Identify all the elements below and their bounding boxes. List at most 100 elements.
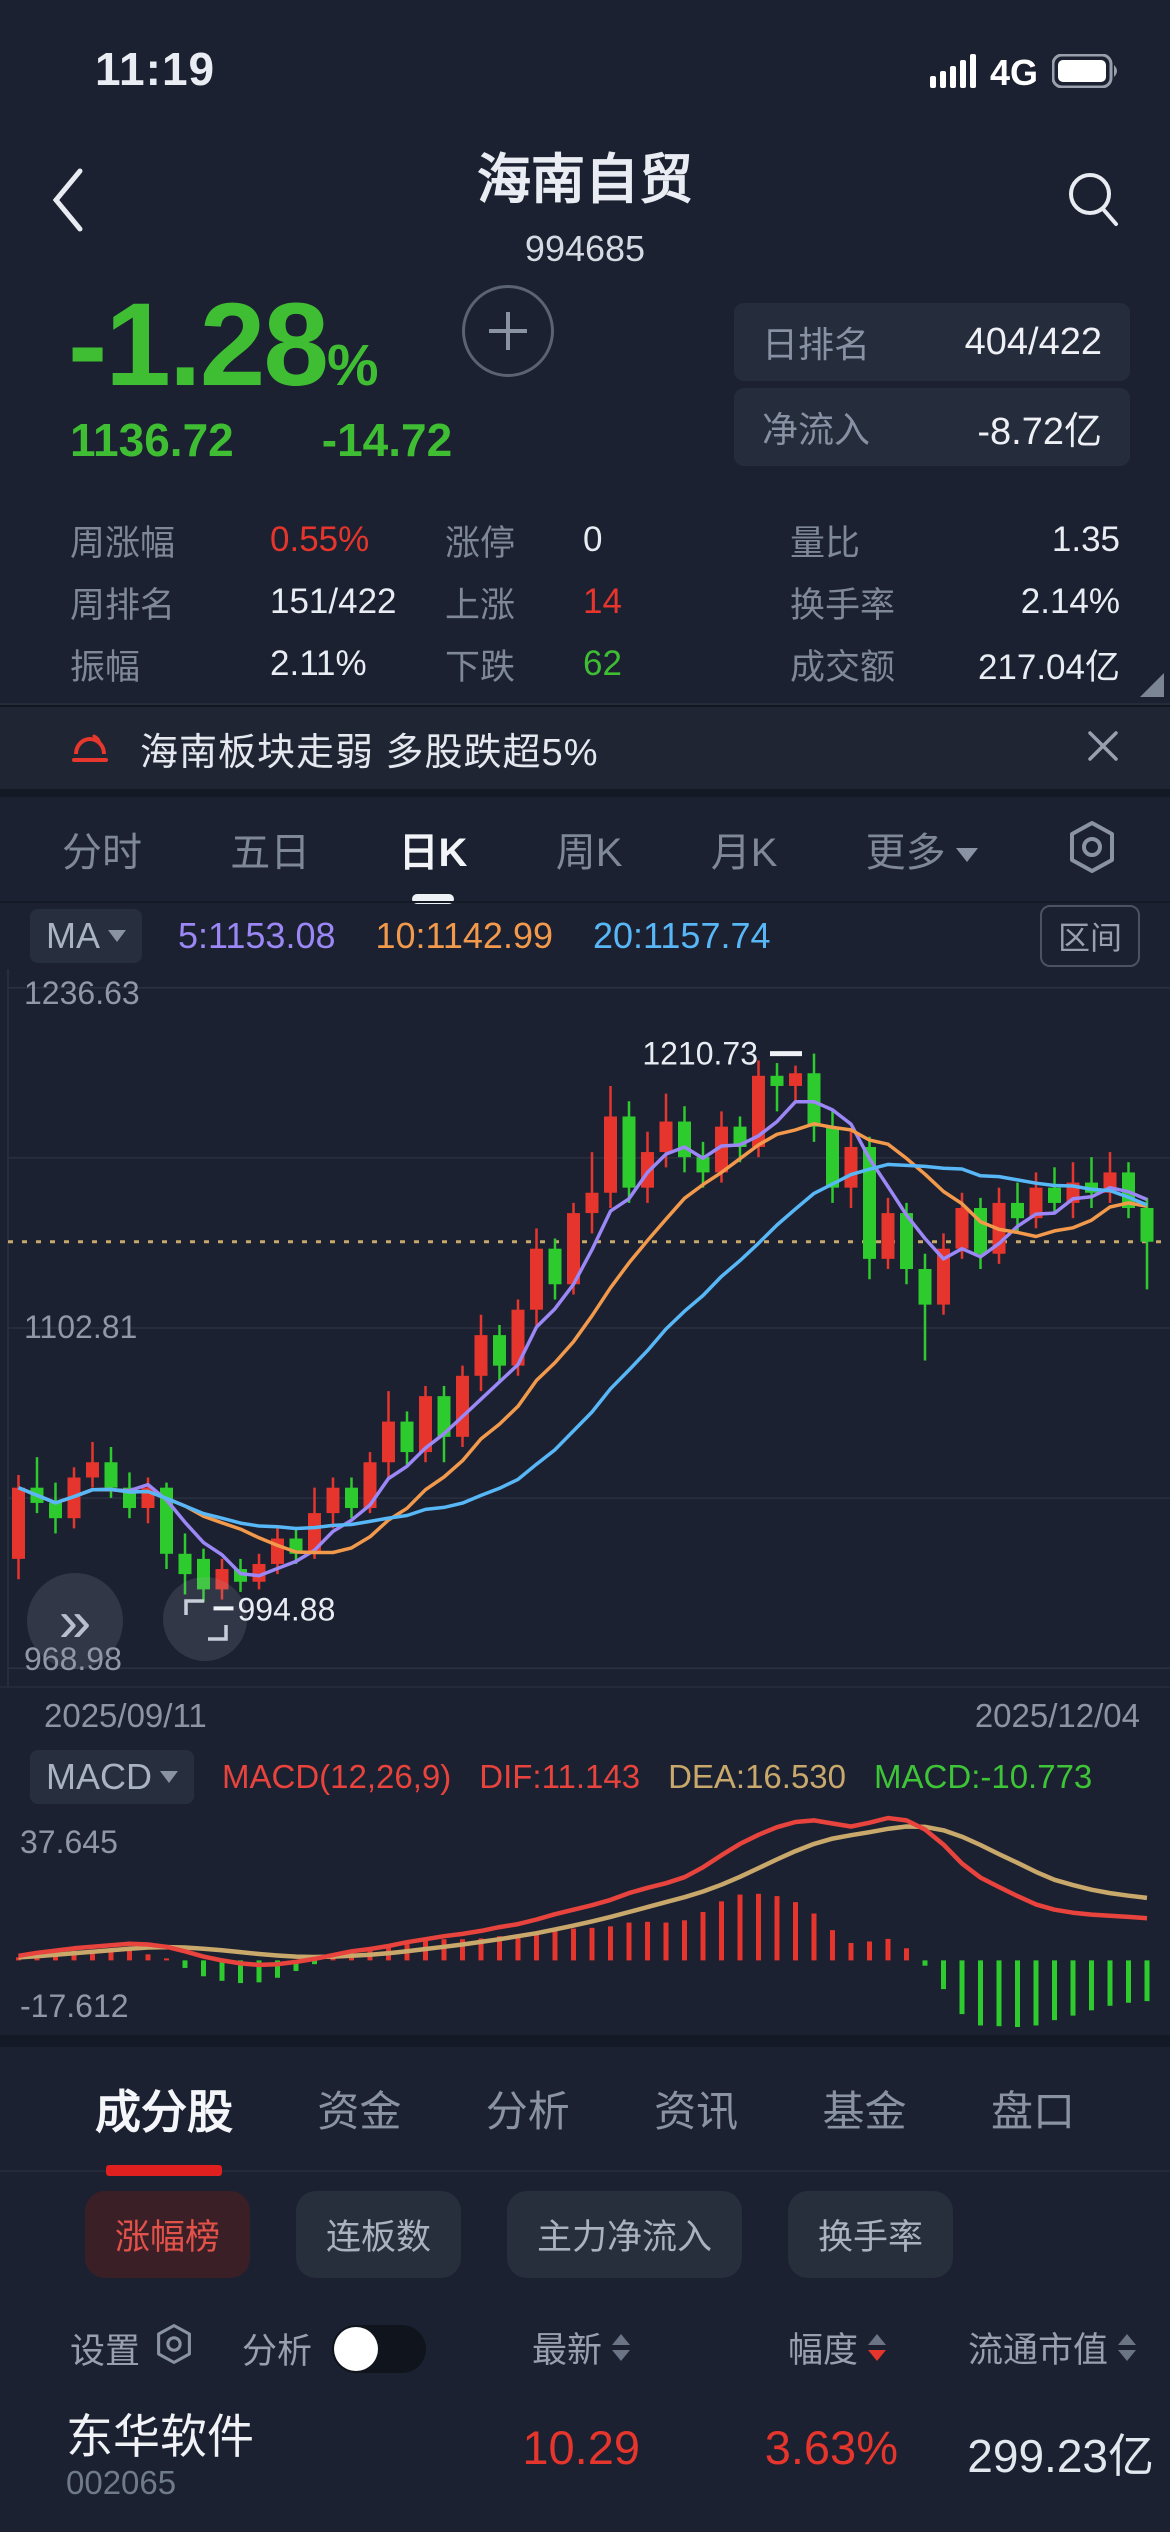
rank-value: 404/422 [964, 320, 1102, 363]
toggle-knob [334, 2326, 379, 2371]
kline-settings-icon[interactable] [1066, 819, 1118, 880]
stats-grid: 周涨幅 0.55% 涨停 0 量比 1.35 周排名 151/422 上涨 14 换手率 2… [0, 495, 1170, 705]
quote-section: -1.28% 1136.72 -14.72 日排名 404/422 净流入 -8… [0, 279, 1170, 495]
macd-axis-max: 37.645 [20, 1824, 118, 1860]
y-axis-label-bottom: 968.98 [24, 1641, 122, 1677]
settings-gear-icon[interactable] [154, 2322, 194, 2375]
sort-down-icon [1118, 2350, 1137, 2361]
stat-value: 0 [583, 520, 603, 559]
stock-code: 002065 [66, 2464, 177, 2501]
sort-latest[interactable]: 最新 [532, 2322, 631, 2373]
tab-monthly-k[interactable]: 月K [710, 831, 778, 875]
tab-daily-k[interactable]: 日K [399, 820, 467, 904]
sort-change-percent[interactable]: 幅度 [788, 2322, 887, 2373]
stat-value: 151/422 [270, 582, 397, 621]
index-code: 994685 [524, 228, 646, 269]
stat-label: 振幅 [70, 647, 141, 687]
macd-value: MACD:-10.773 [874, 1758, 1093, 1795]
tab-analysis[interactable]: 分析 [485, 2088, 570, 2135]
filter-pills: 涨幅榜 连板数 主力净流入 换手率 [0, 2172, 1170, 2296]
chevron-down-icon [108, 930, 126, 942]
header: 海南自贸 994685 [0, 110, 1170, 295]
active-tab-indicator [412, 894, 454, 904]
search-icon[interactable] [1064, 170, 1122, 235]
status-time: 11:19 [95, 43, 216, 95]
stat-value: 2.11% [270, 644, 367, 683]
status-bar: 11:19 4G [0, 0, 1170, 110]
stock-name: 东华软件 [66, 2410, 254, 2463]
stat-value: 2.14% [1020, 582, 1120, 621]
stat-label: 周涨幅 [70, 523, 176, 563]
pill-gainers[interactable]: 涨幅榜 [85, 2190, 251, 2278]
pill-limit-up-streak[interactable]: 连板数 [296, 2190, 462, 2278]
svg-text:994.88: 994.88 [238, 1591, 336, 1627]
range-select-button[interactable]: 区间 [1039, 905, 1140, 967]
active-nav-indicator [106, 2164, 222, 2176]
ma-selector[interactable]: MA [30, 909, 142, 963]
banner-text: 海南板块走弱 多股跌超5% [140, 731, 599, 774]
stock-list-row[interactable]: 东华软件 002065 10.29 3.63% 299.23亿 [0, 2392, 1170, 2528]
tab-5day[interactable]: 五日 [230, 831, 311, 875]
current-price: 1136.72 [70, 414, 234, 466]
tab-constituents[interactable]: 成分股 [95, 2076, 233, 2176]
signal-icon [929, 53, 976, 93]
stat-label: 上涨 [445, 585, 516, 625]
ma5-value: 5:1153.08 [178, 915, 336, 956]
y-axis-label-top: 1236.63 [24, 975, 140, 1011]
sort-down-icon [868, 2350, 887, 2361]
list-controls: 设置 分析 最新 幅度 流通市值 [0, 2296, 1170, 2392]
stock-market-cap: 299.23亿 [967, 2430, 1154, 2482]
svg-text:1210.73: 1210.73 [642, 1036, 758, 1072]
tab-more[interactable]: 更多 [866, 820, 978, 878]
tab-funds[interactable]: 资金 [317, 2088, 402, 2135]
ma-indicator-bar: MA 5:1153.08 10:1142.99 20:1157.74 区间 [0, 901, 1170, 969]
page-title: 海南自贸 [477, 150, 693, 210]
pill-main-net-inflow[interactable]: 主力净流入 [507, 2190, 743, 2278]
tab-etf[interactable]: 基金 [822, 2088, 907, 2135]
change-percent: -1.28% [68, 279, 379, 411]
stat-value: 62 [583, 644, 622, 683]
stat-value: 1.35 [1051, 520, 1120, 559]
back-icon[interactable] [48, 165, 88, 240]
stat-label: 量比 [790, 523, 861, 563]
analysis-label: 分析 [242, 2332, 313, 2371]
close-icon[interactable] [1084, 727, 1122, 770]
ma20-value: 20:1157.74 [593, 915, 771, 956]
macd-chart[interactable]: 37.645 -17.612 [0, 1810, 1170, 2035]
dif-value: DIF:11.143 [479, 1758, 641, 1795]
date-end: 2025/12/04 [974, 1697, 1140, 1734]
add-watchlist-button[interactable] [462, 285, 554, 377]
expand-stats-icon[interactable] [1140, 673, 1164, 697]
pill-turnover[interactable]: 换手率 [788, 2190, 954, 2278]
stat-label: 下跌 [445, 647, 516, 687]
sort-down-icon [612, 2350, 631, 2361]
change-amount: -14.72 [321, 414, 453, 466]
news-banner[interactable]: 海南板块走弱 多股跌超5% [0, 705, 1170, 797]
sort-up-icon [1118, 2334, 1137, 2345]
sort-market-cap[interactable]: 流通市值 [968, 2322, 1137, 2373]
tab-weekly-k[interactable]: 周K [555, 831, 623, 875]
tab-orderbook[interactable]: 盘口 [990, 2088, 1075, 2135]
settings-label[interactable]: 设置 [70, 2332, 141, 2371]
stat-value: 217.04亿 [977, 647, 1120, 687]
tab-news[interactable]: 资讯 [654, 2088, 739, 2135]
stock-change-percent: 3.63% [764, 2421, 898, 2474]
chevron-down-icon [160, 1771, 178, 1783]
stat-value: 0.55% [270, 520, 370, 559]
stat-value: 14 [583, 582, 622, 621]
analysis-toggle[interactable] [332, 2324, 427, 2373]
tab-minute[interactable]: 分时 [62, 831, 142, 875]
dea-value: DEA:16.530 [668, 1758, 847, 1795]
daily-rank-box: 日排名 404/422 [734, 303, 1130, 381]
stat-label: 周排名 [70, 585, 176, 625]
fast-forward-icon: » [59, 1589, 91, 1654]
macd-params: MACD(12,26,9) [222, 1758, 452, 1795]
stock-price: 10.29 [522, 2421, 640, 2474]
stat-label: 涨停 [445, 523, 516, 563]
chevron-down-icon [955, 848, 978, 863]
macd-selector[interactable]: MACD [30, 1750, 194, 1804]
battery-icon [1051, 53, 1120, 93]
network-type: 4G [989, 52, 1038, 93]
candlestick-chart[interactable]: 1210.73 » 994.88 1236.63 1102.81 968.98 [0, 969, 1170, 1686]
date-start: 2025/09/11 [44, 1697, 207, 1734]
